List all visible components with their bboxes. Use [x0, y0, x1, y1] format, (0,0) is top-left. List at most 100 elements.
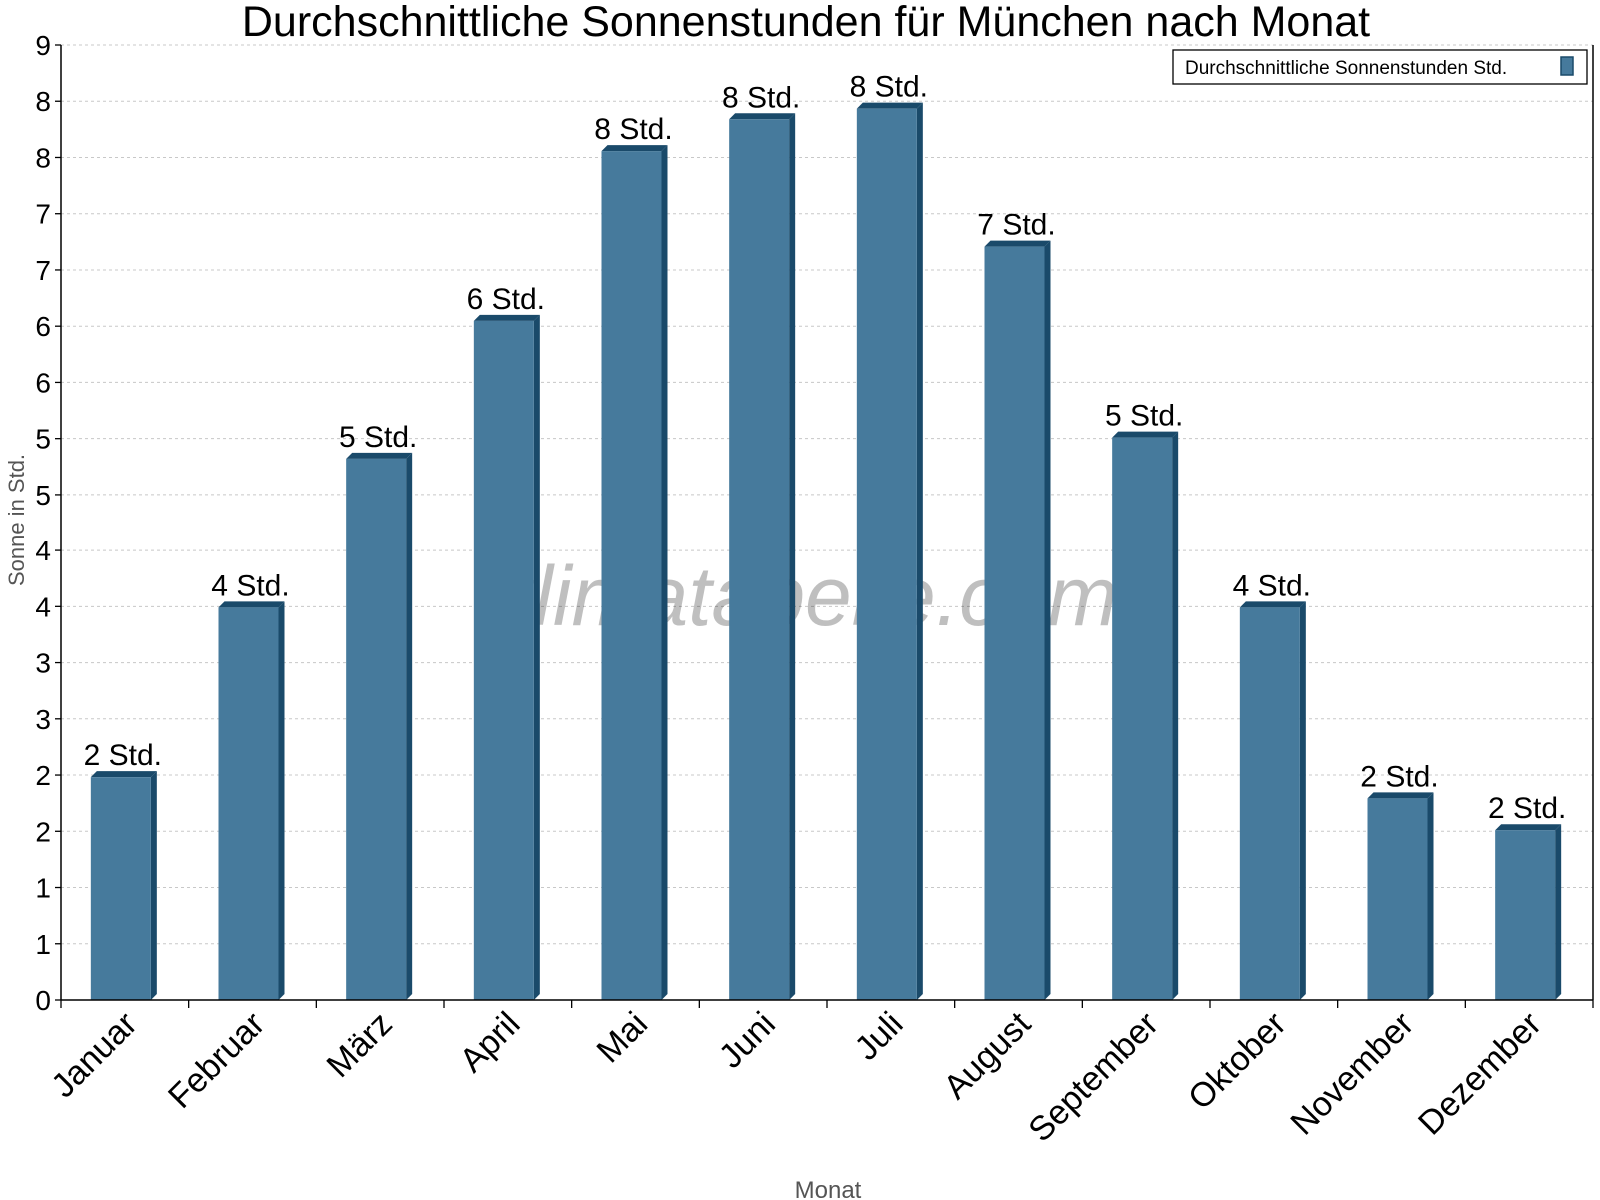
bar-group: 5 Std.: [339, 421, 417, 1000]
legend-label: Durchschnittliche Sonnenstunden Std.: [1185, 58, 1507, 79]
bar-side: [533, 314, 540, 1000]
data-label: 2 Std.: [1488, 792, 1566, 825]
bar-side: [150, 771, 157, 1000]
x-tick-label: Januar: [44, 1005, 144, 1105]
data-label: 2 Std.: [1360, 760, 1438, 793]
y-tick-label: 7: [35, 255, 51, 286]
x-tick-label: Mai: [590, 1005, 656, 1071]
bar-side: [406, 452, 413, 1000]
y-tick-label: 6: [35, 367, 51, 398]
y-axis-label: Sonne in Std.: [4, 454, 29, 586]
y-tick-label: 4: [35, 535, 51, 566]
bar-top: [1367, 792, 1434, 799]
bar: [1239, 607, 1300, 1000]
bar: [218, 607, 279, 1000]
bar-group: 4 Std.: [1233, 569, 1311, 1000]
bar-top: [218, 601, 285, 608]
x-axis-label: Monat: [795, 1177, 862, 1200]
bar-group: 6 Std.: [467, 283, 545, 1000]
y-tick-label: 0: [35, 985, 51, 1016]
chart-title: Durchschnittliche Sonnenstunden für Münc…: [242, 0, 1370, 46]
data-label: 8 Std.: [594, 113, 672, 146]
bar-top: [1239, 601, 1306, 608]
bar-top: [473, 314, 540, 321]
data-label: 5 Std.: [339, 421, 417, 454]
bar-top: [984, 240, 1051, 247]
bar-side: [1044, 240, 1051, 1001]
data-label: 2 Std.: [84, 739, 162, 772]
data-label: 8 Std.: [850, 71, 928, 104]
x-tick-label: Oktober: [1181, 1005, 1293, 1117]
bar: [346, 458, 407, 1000]
bar-group: 7 Std.: [977, 209, 1056, 1001]
legend-swatch: [1560, 56, 1574, 76]
y-tick-label: 3: [35, 704, 51, 735]
bar-group: 2 Std.: [84, 739, 162, 1000]
bar-top: [90, 771, 157, 778]
data-label: 6 Std.: [467, 283, 545, 316]
bar: [856, 108, 917, 1000]
y-tick-label: 9: [35, 30, 51, 61]
bar-side: [1555, 824, 1562, 1000]
bar-side: [661, 145, 668, 1001]
legend: Durchschnittliche Sonnenstunden Std.: [1172, 49, 1588, 85]
bar-side: [1172, 431, 1179, 1001]
y-tick-label: 8: [35, 86, 51, 117]
bar-group: 8 Std.: [594, 113, 673, 1001]
y-tick-label: 5: [35, 480, 51, 511]
data-label: 4 Std.: [211, 569, 289, 602]
data-label: 5 Std.: [1105, 400, 1183, 433]
grid: [61, 44, 1593, 945]
y-tick-label: 8: [35, 142, 51, 173]
y-tick-label: 2: [35, 816, 51, 847]
x-tick-label: Juni: [712, 1005, 783, 1076]
y-tick-labels: 0 1 1 2 2 3 3 4 4 5 5 6 6 7 7 8 8 9: [35, 30, 61, 1016]
y-tick-label: 2: [35, 760, 51, 791]
bar-group: 5 Std.: [1105, 400, 1183, 1001]
bar-group: 8 Std.: [722, 81, 800, 1001]
x-tick-label: Dezember: [1411, 1005, 1549, 1143]
bar-group: 8 Std.: [850, 71, 928, 1000]
y-tick-label: 6: [35, 311, 51, 342]
bar-top: [856, 102, 923, 109]
bars: 2 Std. 4 Std. 5 Std. 6 Std. 8 Std. 8 Std. 8 St…: [84, 71, 1566, 1001]
y-tick-label: 4: [35, 591, 51, 622]
bar-top: [1495, 824, 1562, 831]
data-label: 8 Std.: [722, 81, 800, 114]
bar: [729, 119, 790, 1001]
bar-group: 2 Std.: [1488, 792, 1566, 1000]
y-tick-label: 3: [35, 648, 51, 679]
bar-top: [1112, 431, 1179, 438]
bar-group: 4 Std.: [211, 569, 290, 1000]
y-tick-label: 1: [35, 929, 51, 960]
x-tick-label: August: [936, 1004, 1038, 1106]
bar-side: [1299, 601, 1306, 1000]
x-tick-label: März: [320, 1005, 400, 1085]
y-tick-label: 1: [35, 873, 51, 904]
bar: [984, 246, 1045, 1001]
x-tick-label: Juli: [848, 1005, 911, 1068]
bar-group: 2 Std.: [1360, 760, 1439, 1000]
x-tick-label: April: [453, 1005, 528, 1080]
axes: [60, 45, 1594, 1001]
bar: [601, 151, 662, 1001]
legend-box: [1172, 49, 1588, 85]
bar: [1112, 437, 1173, 1001]
data-label: 4 Std.: [1233, 569, 1311, 602]
x-tick-label: November: [1283, 1005, 1421, 1143]
bar-top: [346, 452, 413, 459]
bar-side: [789, 113, 796, 1001]
x-tick-label: September: [1021, 1005, 1165, 1149]
bar: [90, 777, 151, 1000]
bar-top: [729, 113, 796, 120]
bar-top: [601, 145, 668, 152]
bar-side: [1427, 792, 1434, 1000]
x-tick-label: Februar: [161, 1005, 272, 1116]
bar-side: [278, 601, 285, 1000]
y-tick-label: 5: [35, 424, 51, 455]
bar: [473, 320, 534, 1000]
bar: [1367, 798, 1428, 1000]
x-tick-labels: Januar Februar März April Mai Juni Juli AugustS…: [44, 1000, 1594, 1149]
bar-side: [916, 102, 923, 1000]
